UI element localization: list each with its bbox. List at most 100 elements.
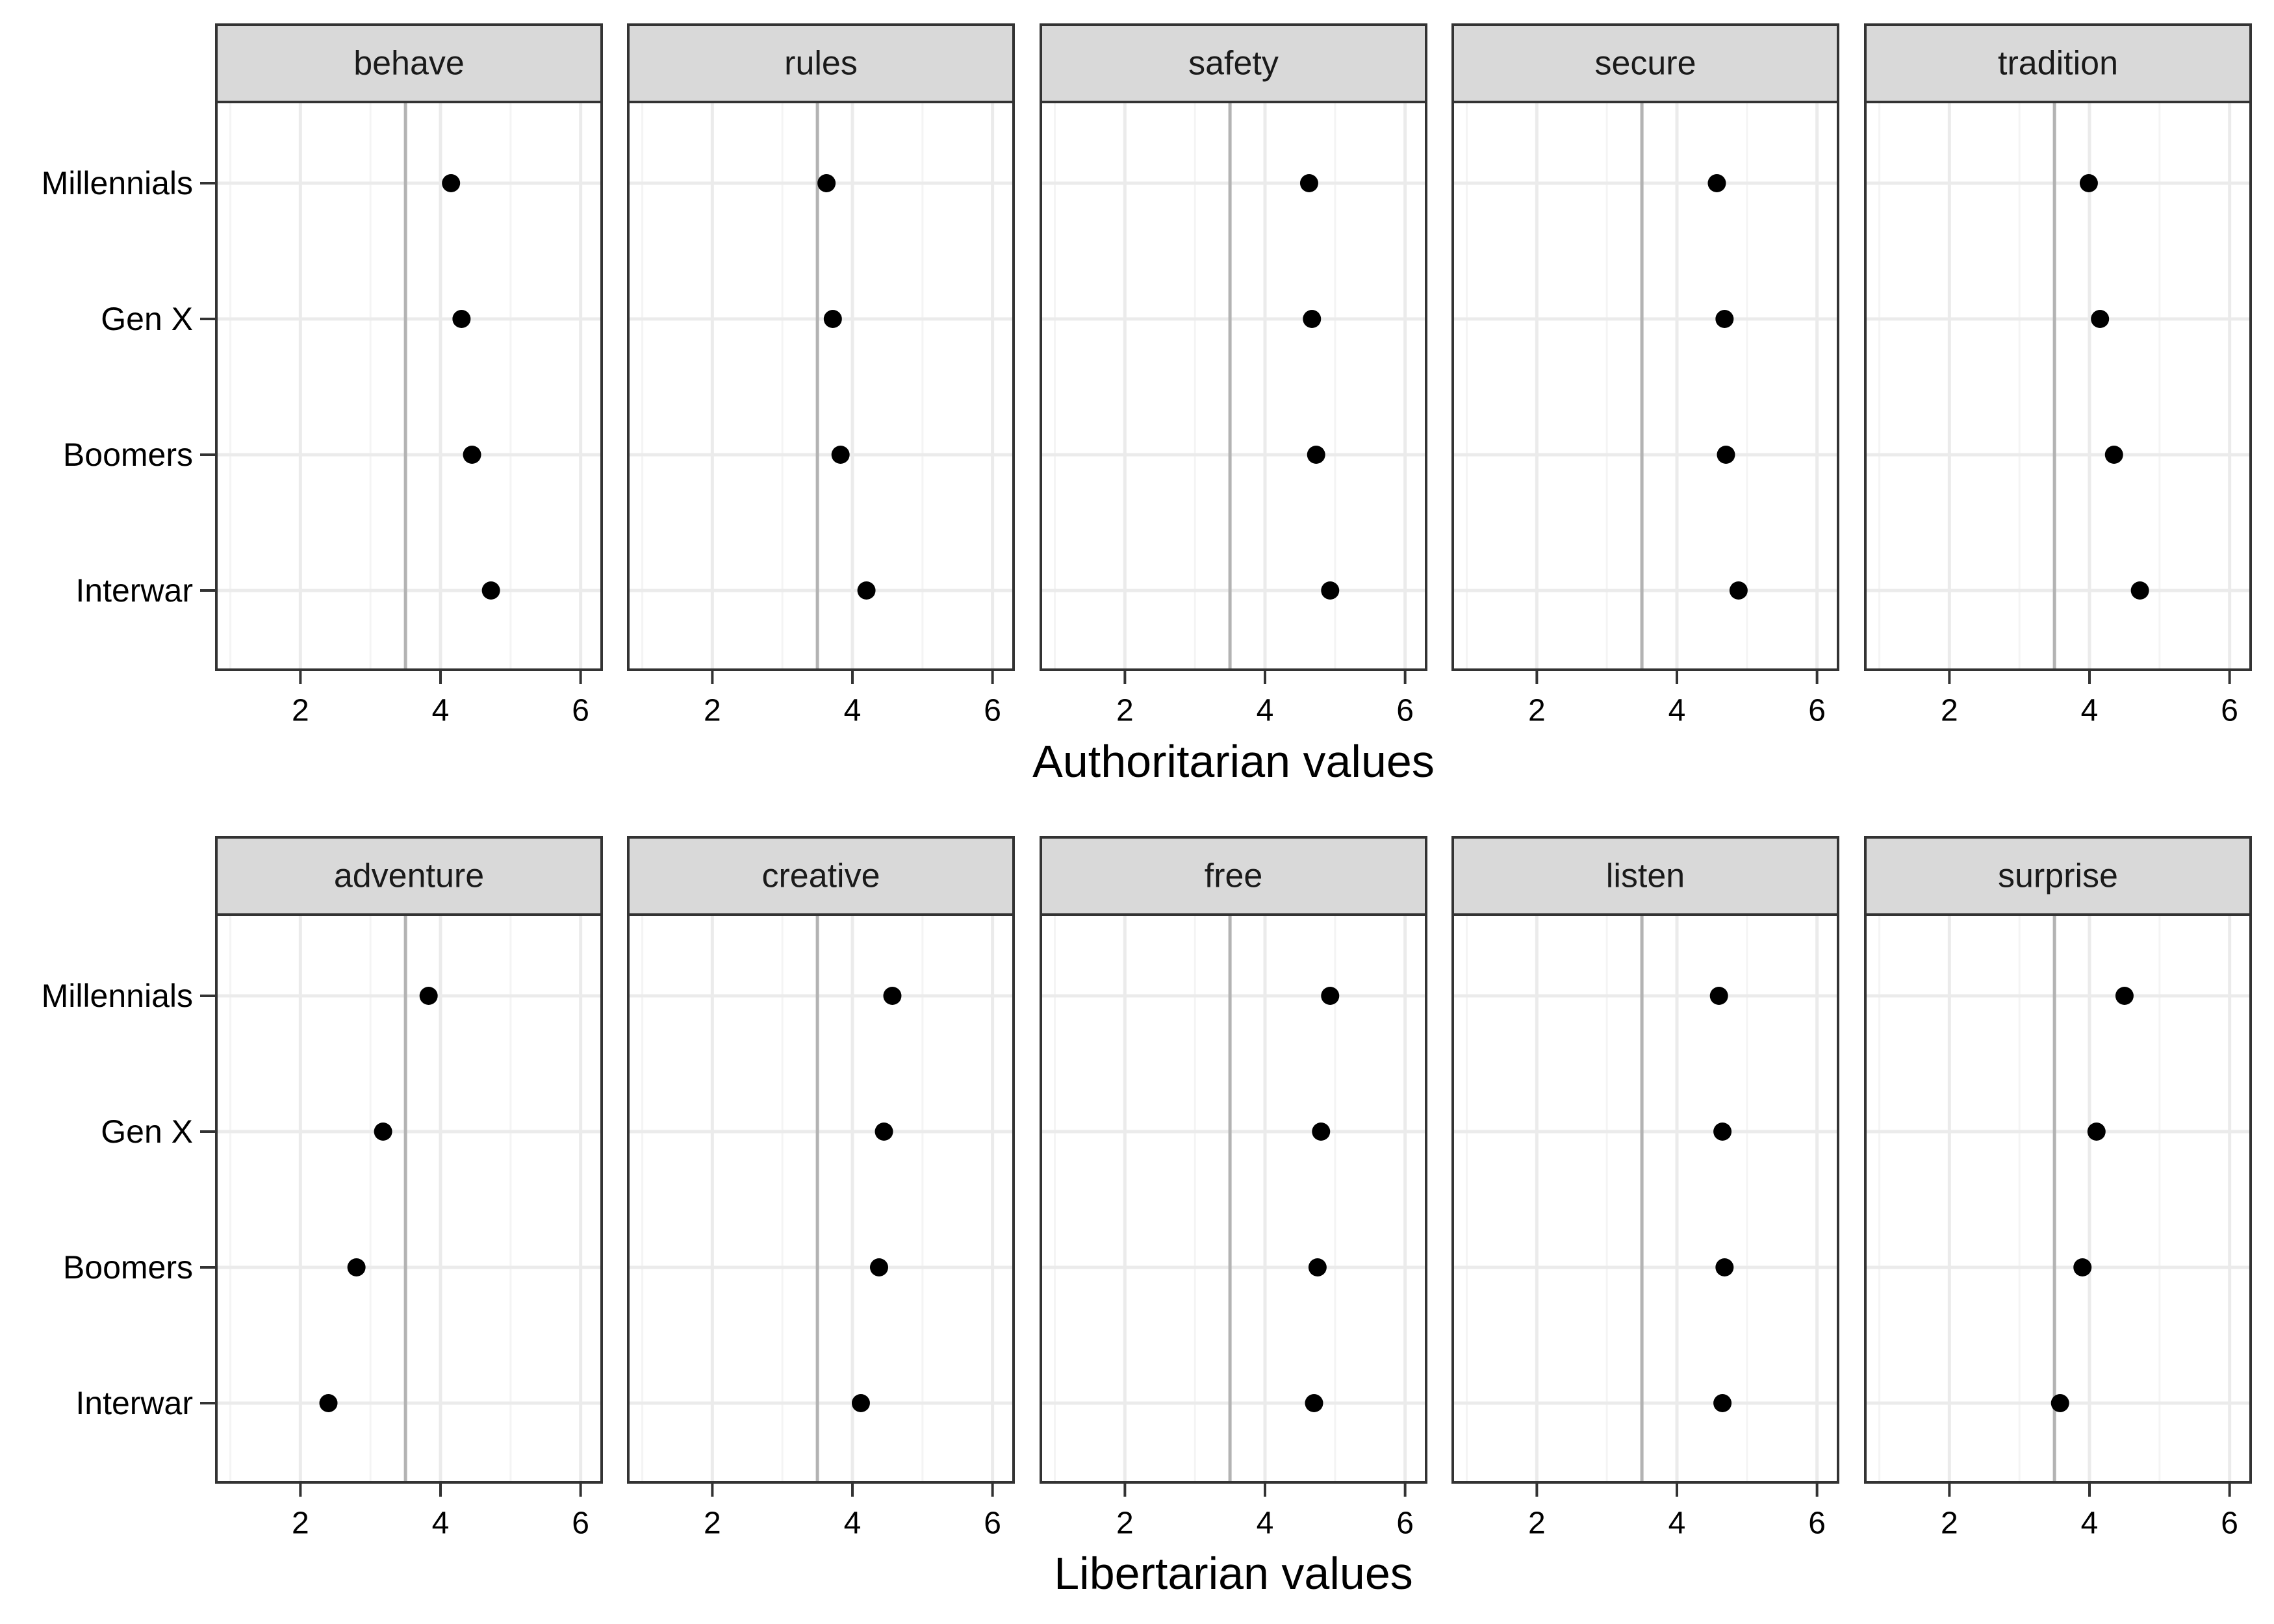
facet-panel-behave: behave 2 4 6 [215,23,603,728]
x-tick-label: 6 [984,1506,1001,1541]
panel-border [627,101,1015,671]
data-point [1717,446,1735,464]
facet-label: behave [353,45,465,82]
x-tick-label: 4 [1668,694,1686,728]
facet-strip [1040,23,1427,103]
facet-strip [215,836,603,916]
data-point [1307,446,1325,464]
data-point [1709,987,1728,1005]
data-point [442,174,461,192]
data-point [1715,310,1734,328]
x-tick-label: 4 [432,694,450,728]
facet-strip [1864,836,2252,916]
x-tick-label: 4 [844,1506,862,1541]
panel-border [1451,101,1839,671]
y-tick-label: Interwar [75,1385,193,1421]
x-tick-label: 4 [1257,694,1274,728]
x-tick-label: 4 [2081,694,2099,728]
y-tick-label: Gen X [101,1113,193,1150]
y-tick-label: Millennials [42,978,193,1014]
data-point [1308,1258,1327,1276]
panel-background [216,102,602,670]
x-tick-label: 2 [292,694,309,728]
x-tick-label: 2 [704,694,721,728]
x-tick-label: 2 [1941,694,1958,728]
x-tick-label: 6 [1808,694,1826,728]
data-point [875,1123,893,1141]
x-tick-label: 2 [1528,1506,1546,1541]
x-tick-label: 2 [704,1506,721,1541]
data-point [2073,1258,2092,1276]
data-point [2091,310,2110,328]
x-tick-label: 2 [1941,1506,1958,1541]
data-point [319,1394,338,1412]
panel-background [216,915,602,1482]
chart-row-2: Millennials Gen X Boomers Interwar Libertari… [42,836,2252,1599]
x-tick-label: 6 [1396,694,1414,728]
x-tick-label: 4 [844,694,862,728]
facet-panel-rules: rules 2 4 6 [627,23,1015,728]
data-point [347,1258,366,1276]
data-point [869,1258,888,1276]
y-tick-label: Boomers [63,1249,193,1286]
data-point [2087,1123,2106,1141]
facet-label: tradition [1998,45,2118,82]
facet-strip [1451,23,1839,103]
data-point [452,310,471,328]
y-tick-label: Interwar [75,572,193,609]
panel-background [628,102,1014,670]
facet-strip [1864,23,2252,103]
data-point [883,987,902,1005]
data-point [1321,987,1340,1005]
panel-background [1041,102,1426,670]
panel-background [1453,102,1838,670]
panel-border [1451,913,1839,1484]
x-tick-label: 2 [292,1506,309,1541]
panel-background [1041,915,1426,1482]
y-tick-label: Boomers [63,437,193,473]
panel-background [1865,102,2251,670]
data-point [823,310,842,328]
data-point [817,174,836,192]
facet-strip [1451,836,1839,916]
facet-strip [215,23,603,103]
facet-panel-creative: creative 2 4 6 [627,836,1015,1541]
data-point [2130,581,2149,600]
facet-label: creative [761,857,880,895]
data-point [851,1394,870,1412]
x-tick-label: 4 [432,1506,450,1541]
facet-label: rules [784,45,858,82]
data-point [481,581,500,600]
data-point [2050,1394,2069,1412]
panel-border [627,913,1015,1484]
facet-panel-secure: secure 2 4 6 [1451,23,1839,728]
facet-strip [1040,836,1427,916]
x-tick-label: 2 [1116,694,1134,728]
panel-background [628,915,1014,1482]
facet-panel-tradition: tradition 2 4 6 [1864,23,2252,728]
panel-border [1040,913,1427,1484]
x-tick-label: 6 [2221,694,2238,728]
panel-border [215,913,603,1484]
x-axis-title: Libertarian values [1054,1548,1413,1599]
facet-label: adventure [334,857,484,895]
facet-panel-listen: listen 2 4 6 [1451,836,1839,1541]
facet-label: free [1205,857,1263,895]
data-point [1715,1258,1734,1276]
facet-strip [627,23,1015,103]
x-tick-label: 6 [1396,1506,1414,1541]
data-point [857,581,876,600]
x-tick-label: 4 [2081,1506,2099,1541]
panel-border [1864,101,2252,671]
x-tick-label: 6 [572,694,589,728]
x-tick-label: 6 [2221,1506,2238,1541]
facet-label: safety [1188,45,1279,82]
facet-panel-safety: safety 2 4 6 [1040,23,1427,728]
data-point [374,1123,392,1141]
data-point [419,987,438,1005]
x-tick-label: 4 [1257,1506,1274,1541]
x-tick-label: 6 [984,694,1001,728]
y-tick-label: Gen X [101,301,193,337]
x-tick-label: 2 [1528,694,1546,728]
chart-row-1: Millennials Gen X Boomers Interwar Authorita… [42,23,2252,787]
